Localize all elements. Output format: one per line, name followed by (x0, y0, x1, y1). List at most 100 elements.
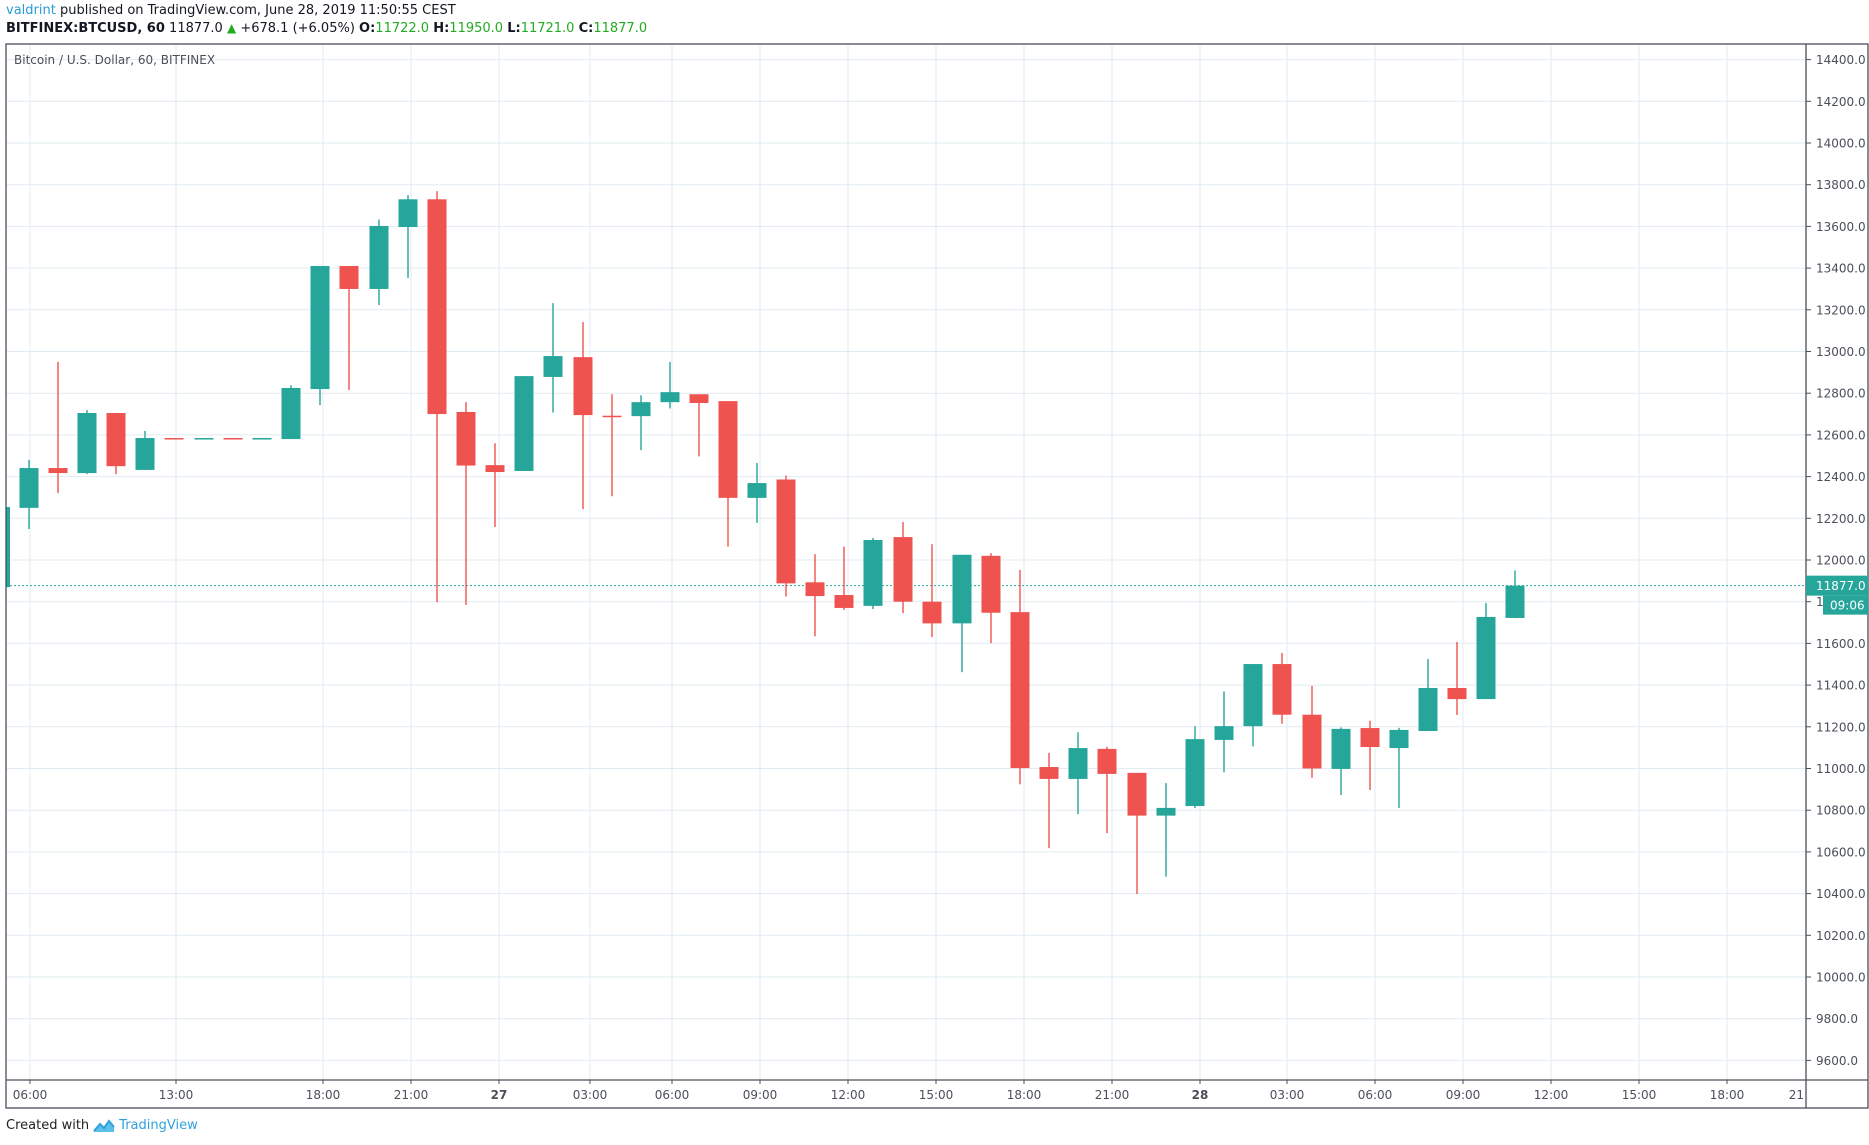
time-axis-label: 12:00 (1534, 1088, 1569, 1102)
price-axis-label: 9800.0 (1816, 1012, 1858, 1026)
candle (1156, 783, 1176, 877)
price-axis-label: 10800.0 (1816, 804, 1866, 818)
candle (398, 195, 418, 279)
author-link[interactable]: valdrint (6, 3, 56, 18)
candle (252, 438, 272, 440)
time-axis-label: 13:00 (159, 1088, 194, 1102)
time-axis-label: 15:00 (1622, 1088, 1657, 1102)
price-axis-label: 12600.0 (1816, 428, 1866, 442)
price-axis-label: 11400.0 (1816, 679, 1866, 693)
chart-grid (6, 44, 1806, 1080)
candle (834, 546, 854, 611)
candle (1360, 720, 1380, 790)
candle (922, 544, 942, 638)
time-axis-label: 18:00 (1710, 1088, 1745, 1102)
candle (1476, 602, 1496, 700)
candle (310, 266, 330, 406)
price-axis-label: 14200.0 (1816, 95, 1866, 109)
candle (369, 219, 389, 306)
chart-frame (5, 43, 1869, 1109)
candle (456, 402, 476, 606)
price-change: +678.1 (+6.05%) (240, 21, 355, 36)
candle (952, 554, 972, 673)
price-axis-label: 13800.0 (1816, 178, 1866, 192)
price-axis-label: 13000.0 (1816, 345, 1866, 359)
candle (1097, 746, 1117, 834)
time-axis-label: 06:00 (1358, 1088, 1393, 1102)
time-axis-label: 21:00 (1095, 1088, 1130, 1102)
time-axis[interactable]: 06:00 13:00 18:00 21:00 27 03:00 06:00 09:00 12:… (13, 1080, 1804, 1102)
time-axis-label: 09:00 (743, 1088, 778, 1102)
candle (631, 395, 651, 451)
price-axis-label: 10200.0 (1816, 929, 1866, 943)
candle (863, 537, 883, 609)
candle (1039, 752, 1059, 849)
candle (1068, 732, 1088, 815)
time-axis-label: 03:00 (573, 1088, 608, 1102)
candle (776, 475, 796, 597)
candle (805, 554, 825, 637)
price-axis-label: 12400.0 (1816, 470, 1866, 484)
price-axis-label: 10600.0 (1816, 845, 1866, 859)
low-label: L: (507, 21, 521, 36)
candle (543, 303, 563, 413)
time-axis-label: 15:00 (919, 1088, 954, 1102)
price-axis-label: 12000.0 (1816, 554, 1866, 568)
candle (1214, 691, 1234, 773)
last-price: 11877.0 (169, 21, 223, 36)
candle (1243, 664, 1263, 747)
time-axis-label: 21:00 (394, 1088, 429, 1102)
created-with-text: Created with (6, 1118, 90, 1133)
price-axis-label: 10000.0 (1816, 971, 1866, 985)
price-axis-label: 13200.0 (1816, 303, 1866, 317)
candle (164, 438, 184, 440)
symbol-label: BITFINEX:BTCUSD, 60 (6, 21, 165, 36)
candle (1418, 659, 1438, 731)
candle (339, 266, 359, 391)
time-axis-label: 09:00 (1446, 1088, 1481, 1102)
candle (194, 438, 214, 440)
candle (19, 459, 39, 529)
high-label: H: (433, 21, 450, 36)
last-price-label: 11877.0 (1816, 579, 1866, 593)
candle (485, 443, 505, 528)
time-axis-label: 06:00 (13, 1088, 48, 1102)
time-axis-label: 06:00 (655, 1088, 690, 1102)
close-value: 11877.0 (593, 21, 648, 36)
candle (6, 507, 10, 588)
price-axis-label: 14400.0 (1816, 53, 1866, 67)
price-axis-label: 11200.0 (1816, 720, 1866, 734)
publish-info: valdrint published on TradingView.com, J… (6, 3, 456, 18)
candle (602, 394, 622, 497)
tradingview-link[interactable]: TradingView (119, 1118, 198, 1133)
triangle-up-icon: ▲ (226, 21, 237, 35)
candle (1185, 726, 1205, 809)
price-axis-label: 9600.0 (1816, 1054, 1858, 1068)
price-axis-label: 13600.0 (1816, 220, 1866, 234)
price-axis-label: 12200.0 (1816, 512, 1866, 526)
candle (135, 430, 155, 470)
candle (1010, 570, 1030, 785)
candle (747, 463, 767, 523)
candle (1127, 772, 1147, 895)
time-axis-label: 18:00 (306, 1088, 341, 1102)
candle (106, 413, 126, 475)
candle (573, 322, 593, 510)
symbol-info: BITFINEX:BTCUSD, 60 11877.0 ▲ +678.1 (+6… (6, 21, 647, 36)
candle (689, 394, 709, 457)
last-price-tag: 11877.0 09:06 (1806, 575, 1868, 615)
price-axis[interactable]: 9600.0 9800.0 10000.0 10200.0 10400.0 10600.0… (1806, 53, 1866, 1068)
low-value: 11721.0 (520, 21, 575, 36)
time-axis-label: 03:00 (1270, 1088, 1305, 1102)
time-axis-label: 18:00 (1007, 1088, 1042, 1102)
time-axis-label: 27 (491, 1088, 508, 1102)
candle (1447, 641, 1467, 715)
candle (223, 438, 243, 440)
price-axis-label: 11600.0 (1816, 637, 1866, 651)
tradingview-logo-icon (93, 1118, 115, 1132)
price-axis-label: 12800.0 (1816, 387, 1866, 401)
candle (1272, 652, 1292, 724)
candle (893, 522, 913, 614)
candle (718, 401, 738, 547)
